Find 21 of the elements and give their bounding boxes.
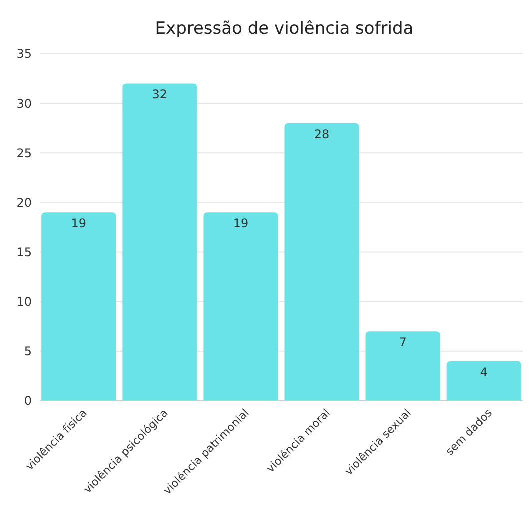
y-tick-label: 5 [24, 344, 32, 359]
bar [284, 123, 360, 401]
data-label: 19 [71, 216, 87, 231]
y-tick-label: 15 [16, 245, 32, 260]
bar [204, 212, 278, 401]
y-tick-label: 25 [16, 146, 32, 160]
bar [42, 212, 116, 401]
data-label: 32 [152, 88, 168, 102]
data-label: 19 [233, 216, 249, 231]
y-tick-label: 20 [16, 196, 32, 210]
data-label: 28 [314, 127, 330, 142]
y-tick-label: 0 [24, 394, 32, 408]
bar [122, 84, 198, 401]
chart-title: Expressão de violência sofrida [155, 19, 414, 39]
data-label: 7 [399, 336, 407, 350]
y-tick-label: 30 [16, 96, 32, 111]
data-label: 4 [480, 365, 488, 380]
y-tick-label: 35 [16, 47, 32, 62]
y-tick-label: 10 [16, 295, 32, 310]
bar [366, 332, 440, 401]
bar [446, 361, 522, 401]
